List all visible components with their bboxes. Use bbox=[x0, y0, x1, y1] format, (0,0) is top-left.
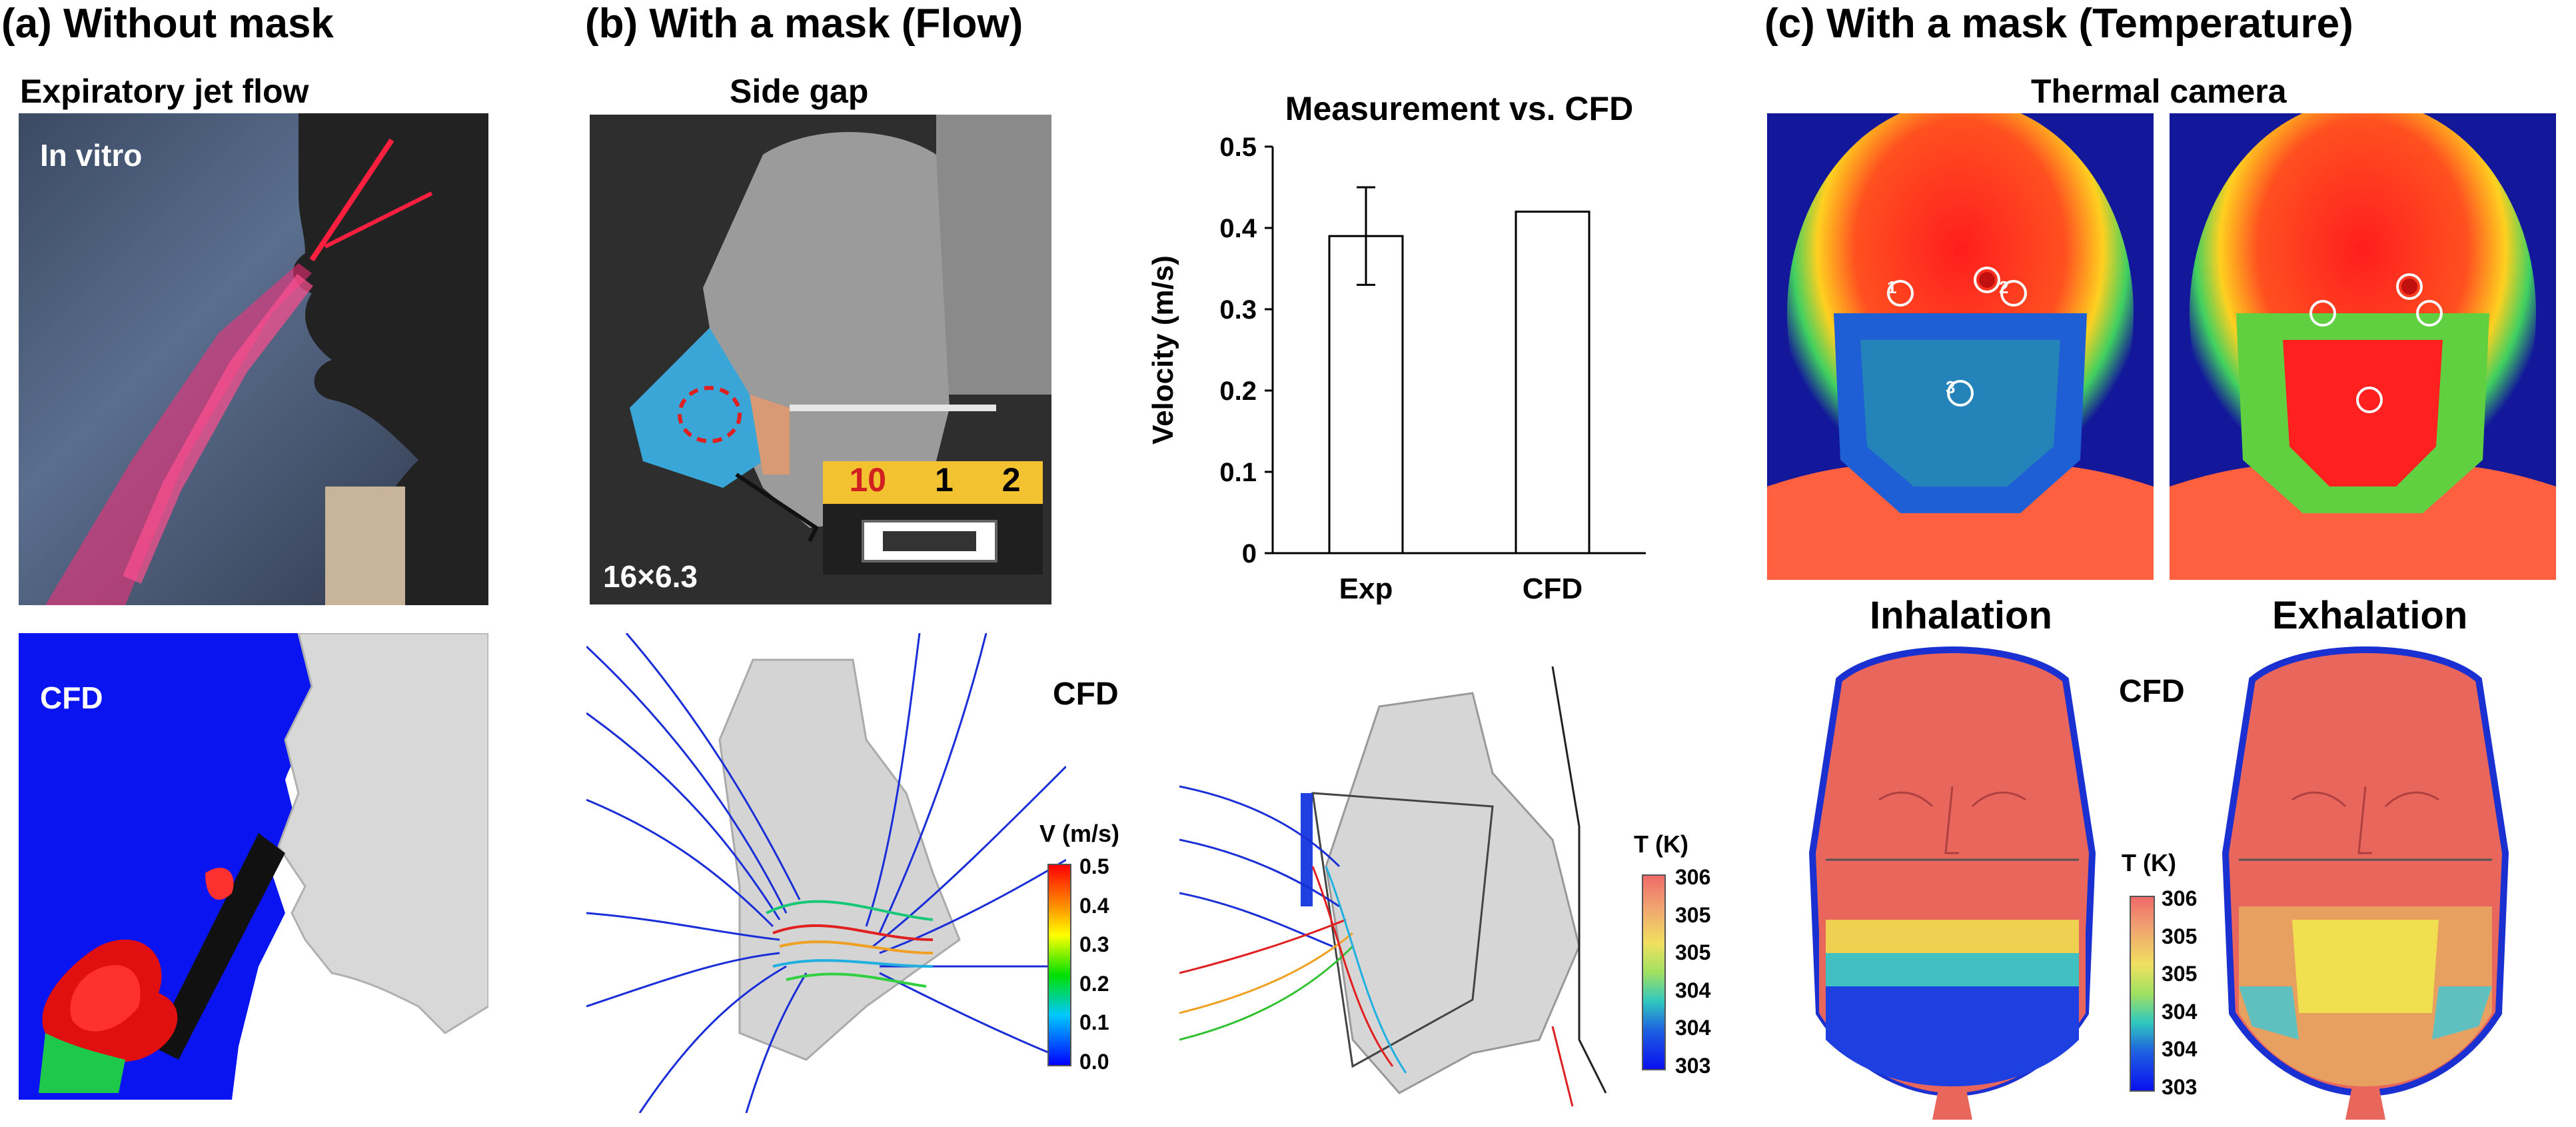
in-vitro-label: In vitro bbox=[40, 138, 143, 173]
thermal-marker-1: 1 bbox=[1887, 277, 1897, 297]
cfd-label-b: CFD bbox=[1053, 676, 1119, 712]
ruler-number-1: 1 bbox=[934, 461, 954, 499]
panel-c-title: (c) With a mask (Temperature) bbox=[1764, 1, 2353, 47]
ruler-numbers: 10 1 2 bbox=[825, 459, 1045, 501]
temperature-colorbar-b bbox=[1642, 874, 1666, 1070]
inhalation-face-illustration bbox=[1808, 646, 2096, 1120]
cfd-label-a: CFD bbox=[40, 680, 103, 715]
inhalation-label: Inhalation bbox=[1870, 594, 2052, 637]
temperature-colorbar-title-c: T (K) bbox=[2122, 849, 2176, 876]
temperature-tick: 303 bbox=[1675, 1053, 1711, 1078]
side-gap-photo bbox=[590, 115, 1051, 604]
y-axis-label: Velocity (m/s) bbox=[1147, 255, 1179, 445]
thermal-marker-2: 2 bbox=[1999, 277, 2009, 297]
velocity-tick: 0.4 bbox=[1079, 893, 1109, 918]
temperature-tick: 304 bbox=[2162, 999, 2198, 1024]
exhalation-face-illustration bbox=[2222, 646, 2509, 1120]
temperature-tick: 306 bbox=[2162, 886, 2198, 910]
temperature-colorbar-title-b: T (K) bbox=[1634, 830, 1688, 858]
y-tick-label: 0.2 bbox=[1219, 377, 1257, 406]
velocity-tick: 0.3 bbox=[1079, 932, 1109, 957]
temperature-colorbar-b-ticks: 306 305 305 304 304 303 bbox=[1675, 865, 1710, 1078]
temperature-tick: 303 bbox=[2162, 1074, 2198, 1099]
panel-a-subtitle: Expiratory jet flow bbox=[20, 73, 309, 110]
velocity-colorbar bbox=[1047, 864, 1071, 1066]
temperature-tick: 305 bbox=[1675, 902, 1711, 927]
cfd-label-c: CFD bbox=[2119, 674, 2185, 709]
cfd-streamlines-velocity bbox=[586, 633, 1066, 1113]
thermal-marker-3: 3 bbox=[1946, 377, 1956, 397]
y-tick-label: 0.4 bbox=[1219, 214, 1257, 243]
exhalation-label: Exhalation bbox=[2272, 594, 2468, 637]
bar-cfd bbox=[1515, 211, 1591, 555]
ruler-number-10: 10 bbox=[849, 461, 887, 499]
temperature-tick: 304 bbox=[1675, 978, 1711, 1002]
temperature-tick: 305 bbox=[2162, 962, 2198, 986]
thermal-camera-title: Thermal camera bbox=[2031, 73, 2287, 110]
in-vitro-jet-illustration bbox=[45, 113, 488, 605]
velocity-colorbar-ticks: 0.5 0.4 0.3 0.2 0.1 0.0 bbox=[1079, 854, 1109, 1074]
velocity-colorbar-title: V (m/s) bbox=[1039, 820, 1120, 847]
panel-b-title: (b) With a mask (Flow) bbox=[585, 1, 1023, 47]
velocity-tick: 0.0 bbox=[1079, 1049, 1109, 1074]
ruler-number-2: 2 bbox=[1001, 461, 1021, 499]
in-vitro-photo bbox=[19, 113, 488, 605]
y-tick-label: 0.5 bbox=[1219, 133, 1257, 162]
thermal-image-exhalation bbox=[2170, 113, 2556, 580]
temperature-colorbar-c-ticks: 306 305 305 304 304 303 bbox=[2162, 886, 2197, 1100]
temperature-tick: 304 bbox=[2162, 1037, 2198, 1062]
temperature-tick: 305 bbox=[1675, 940, 1711, 965]
y-tick-label: 0 bbox=[1242, 539, 1257, 568]
cfd-face-inhalation bbox=[1799, 640, 2106, 1120]
y-tick-label: 0.1 bbox=[1219, 458, 1257, 487]
thermal-face-masked bbox=[1767, 113, 2154, 580]
temperature-tick: 305 bbox=[2162, 924, 2198, 948]
temperature-tick: 306 bbox=[1675, 865, 1711, 889]
temperature-tick: 304 bbox=[1675, 1016, 1711, 1040]
velocity-streamline-illustration bbox=[586, 633, 1066, 1113]
bar-chart-svg: Measurement vs. CFD 0 0.1 0.2 0.3 0.4 0.5 Veloc… bbox=[1147, 90, 1646, 605]
panel-a-title: (a) Without mask bbox=[1, 1, 334, 47]
velocity-bar-chart: Measurement vs. CFD 0 0.1 0.2 0.3 0.4 0.5 Veloc… bbox=[1119, 73, 1679, 620]
velocity-tick: 0.1 bbox=[1079, 1010, 1109, 1035]
thermal-face-exhaling bbox=[2170, 113, 2556, 580]
cfd-jet-image bbox=[19, 633, 488, 1100]
velocity-tick: 0.2 bbox=[1079, 971, 1109, 996]
bar-exp bbox=[1328, 235, 1404, 555]
side-gap-illustration bbox=[590, 115, 1051, 604]
thermal-image-inhalation bbox=[1767, 113, 2154, 580]
chart-title: Measurement vs. CFD bbox=[1285, 90, 1633, 127]
x-tick-label: CFD bbox=[1523, 572, 1583, 605]
velocity-tick: 0.5 bbox=[1079, 854, 1109, 878]
y-tick-label: 0.3 bbox=[1219, 295, 1257, 325]
x-tick-label: Exp bbox=[1339, 572, 1393, 605]
cfd-streamlines-temperature bbox=[1179, 666, 1626, 1106]
temperature-colorbar-c bbox=[2130, 896, 2155, 1092]
cfd-jet-illustration bbox=[19, 633, 488, 1100]
side-gap-title: Side gap bbox=[730, 73, 869, 110]
cfd-face-exhalation bbox=[2212, 640, 2519, 1120]
gap-size-label: 16×6.3 bbox=[603, 559, 698, 594]
temperature-streamline-illustration bbox=[1179, 666, 1607, 1106]
